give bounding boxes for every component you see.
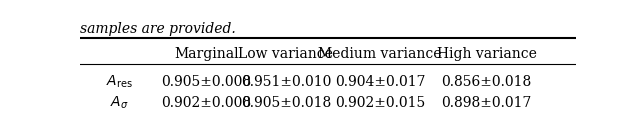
Text: samples are provided.: samples are provided. — [80, 22, 236, 36]
Text: 0.902±0.008: 0.902±0.008 — [161, 96, 252, 110]
Text: 0.904±0.017: 0.904±0.017 — [335, 75, 426, 89]
Text: Marginal: Marginal — [174, 46, 239, 61]
Text: High variance: High variance — [436, 46, 537, 61]
Text: 0.905±0.018: 0.905±0.018 — [241, 96, 331, 110]
Text: $A_{\sigma}$: $A_{\sigma}$ — [110, 94, 129, 111]
Text: 0.905±0.008: 0.905±0.008 — [161, 75, 252, 89]
Text: 0.902±0.015: 0.902±0.015 — [335, 96, 425, 110]
Text: Low variance: Low variance — [239, 46, 333, 61]
Text: 0.898±0.017: 0.898±0.017 — [442, 96, 532, 110]
Text: 0.951±0.010: 0.951±0.010 — [241, 75, 331, 89]
Text: $A_{\mathrm{res}}$: $A_{\mathrm{res}}$ — [106, 74, 133, 90]
Text: Medium variance: Medium variance — [318, 46, 442, 61]
Text: 0.856±0.018: 0.856±0.018 — [442, 75, 532, 89]
